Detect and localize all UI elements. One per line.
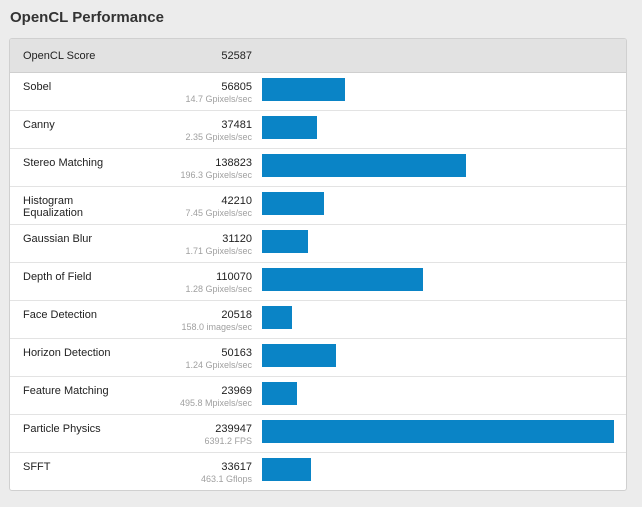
benchmark-score: 42210: [221, 195, 252, 207]
benchmark-score: 20518: [221, 309, 252, 321]
benchmark-score: 138823: [215, 157, 252, 169]
table-row: Feature Matching 23969 495.8 Mpixels/sec: [10, 377, 626, 415]
benchmark-rate: 6391.2 FPS: [204, 436, 252, 446]
benchmark-rate: 1.71 Gpixels/sec: [185, 246, 252, 256]
table-row: Gaussian Blur 31120 1.71 Gpixels/sec: [10, 225, 626, 263]
benchmark-name: SFFT: [23, 461, 51, 473]
score-bar: [262, 192, 324, 215]
results-table: OpenCL Score 52587 Sobel 56805 14.7 Gpixel…: [9, 38, 627, 491]
benchmark-rate: 463.1 Gflops: [200, 474, 252, 484]
benchmark-name: Horizon Detection: [23, 347, 111, 359]
benchmark-rate: 1.28 Gpixels/sec: [185, 284, 252, 294]
table-row: SFFT 33617 463.1 Gflops: [10, 453, 626, 490]
table-row: Canny 37481 2.35 Gpixels/sec: [10, 111, 626, 149]
score-label: OpenCL Score: [23, 50, 96, 62]
score-bar: [262, 268, 423, 291]
benchmark-score: 50163: [221, 347, 252, 359]
benchmark-rows: Sobel 56805 14.7 Gpixels/sec Canny 37481 2.35…: [10, 73, 626, 490]
page-title: OpenCL Performance: [10, 9, 164, 26]
score-value: 52587: [221, 50, 252, 62]
table-row: Histogram Equalization 42210 7.45 Gpixels/…: [10, 187, 626, 225]
benchmark-score: 23969: [221, 385, 252, 397]
score-bar: [262, 230, 308, 253]
benchmark-score: 110070: [216, 271, 252, 283]
benchmark-rate: 1.24 Gpixels/sec: [185, 360, 252, 370]
benchmark-name: Histogram Equalization: [23, 195, 83, 219]
benchmark-name: Depth of Field: [23, 271, 92, 283]
score-bar: [262, 154, 466, 177]
benchmark-rate: 495.8 Mpixels/sec: [179, 398, 252, 408]
benchmark-name: Stereo Matching: [23, 157, 104, 169]
benchmark-score: 239947: [215, 423, 252, 435]
table-row: Horizon Detection 50163 1.24 Gpixels/sec: [10, 339, 626, 377]
score-bar: [262, 306, 292, 329]
benchmark-name: Feature Matching: [23, 385, 109, 397]
benchmark-name: Sobel: [23, 81, 52, 93]
benchmark-rate: 2.35 Gpixels/sec: [185, 132, 252, 142]
benchmark-score: 56805: [221, 81, 252, 93]
benchmark-name: Gaussian Blur: [23, 233, 93, 245]
score-bar: [262, 458, 311, 481]
benchmark-rate: 158.0 images/sec: [181, 322, 252, 332]
benchmark-rate: 196.3 Gpixels/sec: [180, 170, 252, 180]
score-bar: [262, 116, 317, 139]
benchmark-rate: 7.45 Gpixels/sec: [185, 208, 252, 218]
benchmark-rate: 14.7 Gpixels/sec: [185, 94, 252, 104]
score-bar: [262, 420, 614, 443]
table-row: Sobel 56805 14.7 Gpixels/sec: [10, 73, 626, 111]
score-bar: [262, 382, 297, 405]
benchmark-score: 31120: [222, 233, 252, 245]
score-bar: [262, 344, 336, 367]
score-summary-row: OpenCL Score 52587: [10, 39, 626, 73]
table-row: Particle Physics 239947 6391.2 FPS: [10, 415, 626, 453]
benchmark-name: Face Detection: [23, 309, 97, 321]
benchmark-score: 33617: [221, 461, 252, 473]
table-row: Face Detection 20518 158.0 images/sec: [10, 301, 626, 339]
score-bar: [262, 78, 345, 101]
benchmark-name: Canny: [23, 119, 55, 131]
table-row: Depth of Field 110070 1.28 Gpixels/sec: [10, 263, 626, 301]
benchmark-score: 37481: [221, 119, 252, 131]
table-row: Stereo Matching 138823 196.3 Gpixels/sec: [10, 149, 626, 187]
benchmark-name: Particle Physics: [23, 423, 101, 435]
